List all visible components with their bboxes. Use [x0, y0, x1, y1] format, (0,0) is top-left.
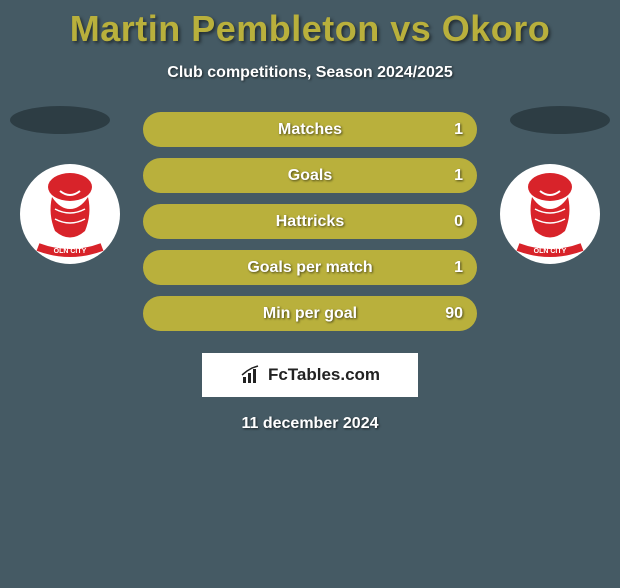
club-badge-right: OLN CITY — [500, 164, 600, 264]
stat-bar-goals-per-match: Goals per match 1 — [143, 250, 477, 285]
page-title: Martin Pembleton vs Okoro — [0, 8, 620, 50]
stat-value-right: 0 — [454, 213, 463, 231]
date-line: 11 december 2024 — [0, 415, 620, 433]
club-crest-right-icon: OLN CITY — [510, 169, 590, 259]
stat-label: Goals per match — [247, 259, 372, 277]
stat-label: Matches — [278, 121, 342, 139]
stat-bar-hattricks: Hattricks 0 — [143, 204, 477, 239]
stat-bar-matches: Matches 1 — [143, 112, 477, 147]
shadow-ellipse-right — [510, 106, 610, 134]
stat-label: Goals — [288, 167, 332, 185]
stat-value-right: 1 — [454, 167, 463, 185]
stats-area: OLN CITY OLN CITY Matches 1 Goals 1 Hatt… — [0, 112, 620, 331]
brand-text: FcTables.com — [268, 365, 380, 385]
stat-value-right: 1 — [454, 121, 463, 139]
shadow-ellipse-left — [10, 106, 110, 134]
stat-label: Hattricks — [276, 213, 344, 231]
stat-value-right: 1 — [454, 259, 463, 277]
brand-box: FcTables.com — [202, 353, 418, 397]
stat-bar-min-per-goal: Min per goal 90 — [143, 296, 477, 331]
club-crest-left-icon: OLN CITY — [30, 169, 110, 259]
chart-bars-icon — [240, 365, 264, 385]
stat-value-right: 90 — [445, 305, 463, 323]
stat-bar-goals: Goals 1 — [143, 158, 477, 193]
club-badge-left: OLN CITY — [20, 164, 120, 264]
svg-text:OLN CITY: OLN CITY — [534, 248, 567, 255]
svg-text:OLN CITY: OLN CITY — [54, 248, 87, 255]
stat-label: Min per goal — [263, 305, 357, 323]
page-subtitle: Club competitions, Season 2024/2025 — [0, 64, 620, 82]
